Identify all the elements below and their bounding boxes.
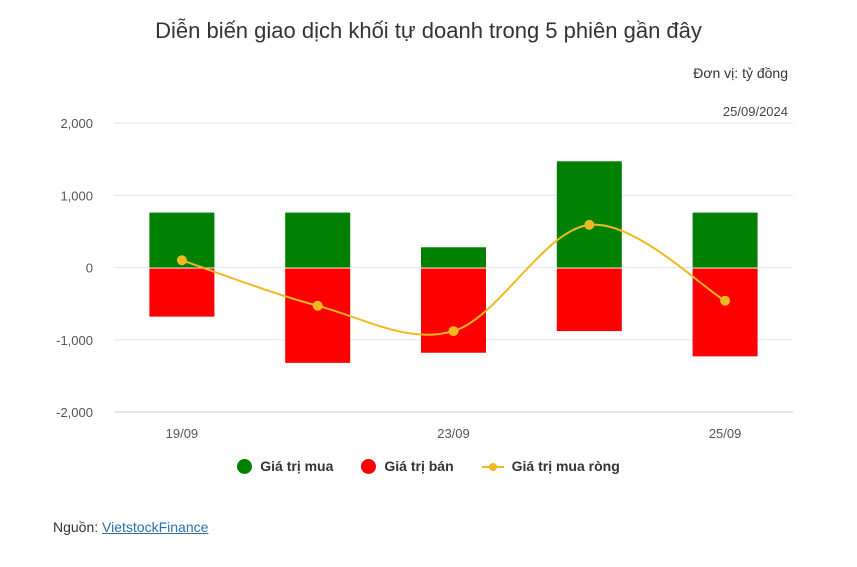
net-point (312, 300, 323, 311)
bar-sell (421, 268, 486, 353)
bar-buy (692, 212, 758, 268)
net-point (176, 255, 187, 266)
bar-buy (556, 161, 622, 268)
bar-sell (692, 268, 758, 357)
legend-buy-label: Giá trị mua (260, 458, 334, 474)
net-point (448, 326, 459, 337)
bar-sell (149, 268, 215, 317)
legend-net-marker (481, 459, 504, 474)
bar-sell (556, 268, 622, 332)
net-point (720, 295, 731, 306)
bar-buy (421, 247, 486, 268)
line-layer (176, 219, 731, 337)
legend-buy-marker (237, 458, 253, 474)
date-label: 25/09/2024 (722, 104, 788, 119)
chart-svg: 2,000 1,000 0 -1,000 -2,000 19/09 23/09 25/09 (56, 116, 793, 441)
legend-sell-marker (361, 458, 377, 474)
y-tick-label: -1,000 (56, 333, 93, 348)
source-link[interactable]: VietstockFinance (102, 519, 209, 535)
x-tick-label: 25/09 (709, 426, 742, 441)
legend-sell-label: Giá trị bán (384, 458, 454, 474)
bar-sell (285, 268, 351, 363)
legend-item-net[interactable]: Giá trị mua ròng (481, 458, 620, 474)
source-note: Nguồn: VietstockFinance (53, 519, 208, 535)
legend: Giá trị mua Giá trị bán Giá trị mua ròng (0, 458, 857, 474)
legend-item-buy[interactable]: Giá trị mua (237, 458, 333, 474)
y-tick-label: -2,000 (56, 405, 93, 420)
source-label: Nguồn: (53, 519, 99, 535)
bars-layer (149, 161, 758, 363)
unit-label: Đơn vị: tỷ đồng (693, 65, 788, 81)
y-tick-label: 2,000 (60, 116, 93, 131)
bar-buy (285, 212, 351, 268)
x-tick-label: 23/09 (437, 426, 470, 441)
y-tick-label: 0 (86, 261, 93, 276)
net-point (584, 219, 595, 230)
axis-layer: 2,000 1,000 0 -1,000 -2,000 19/09 23/09 25/09 (56, 116, 741, 441)
legend-net-label: Giá trị mua ròng (511, 458, 620, 474)
legend-item-sell[interactable]: Giá trị bán (361, 458, 454, 474)
y-tick-label: 1,000 (60, 188, 93, 203)
x-tick-label: 19/09 (166, 426, 199, 441)
chart-title: Diễn biến giao dịch khối tự doanh trong … (155, 18, 702, 43)
